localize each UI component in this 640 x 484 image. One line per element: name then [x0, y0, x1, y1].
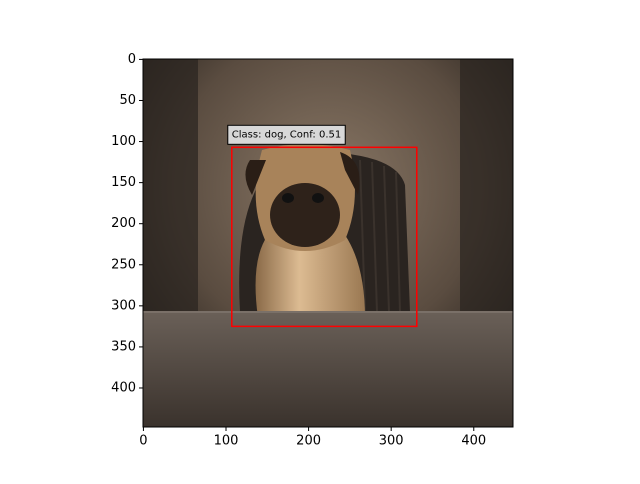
x-tick-label: 300 — [379, 434, 404, 449]
y-tick-label: 150 — [111, 175, 136, 190]
x-tick-label: 100 — [214, 434, 239, 449]
detection-box — [231, 146, 418, 328]
y-tick-label: 350 — [111, 339, 136, 354]
y-tick-label: 200 — [111, 216, 136, 231]
y-tick-label: 300 — [111, 298, 136, 313]
y-tick-label: 250 — [111, 257, 136, 272]
axes-frame — [142, 58, 514, 428]
y-tick-label: 50 — [119, 93, 136, 108]
y-tick-label: 400 — [111, 380, 136, 395]
x-tick-label: 200 — [296, 434, 321, 449]
detection-label: Class: dog, Conf: 0.51 — [232, 129, 341, 140]
y-tick-label: 0 — [128, 52, 136, 67]
x-tick-label: 0 — [139, 434, 147, 449]
x-tick-label: 400 — [461, 434, 486, 449]
label-background — [227, 124, 346, 145]
y-tick-label: 100 — [111, 134, 136, 149]
photo — [143, 59, 513, 427]
